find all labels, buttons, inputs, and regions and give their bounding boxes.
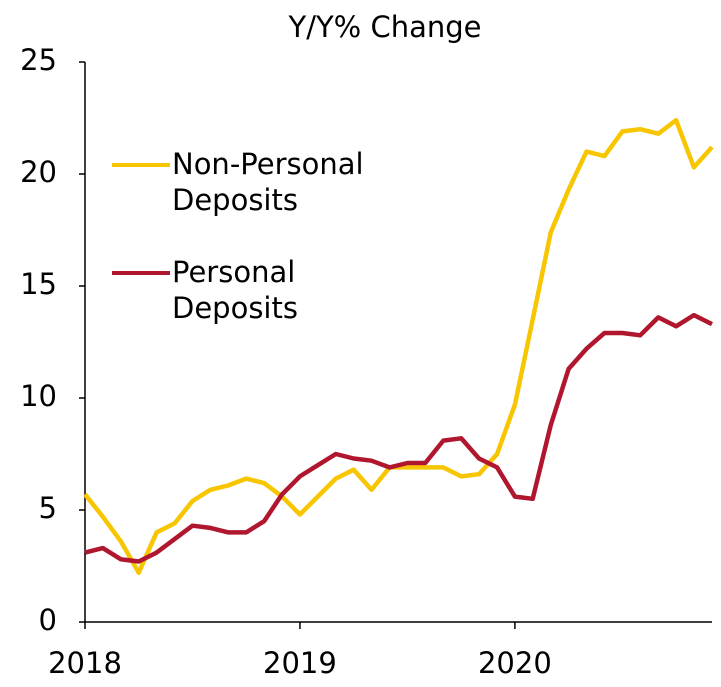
y-tick-label: 20: [20, 155, 57, 189]
legend-item: Personal Deposits: [112, 254, 442, 326]
data-line: [84, 312, 714, 564]
legend-swatch: [112, 271, 170, 275]
y-tick-label: 5: [39, 491, 57, 525]
x-tick-label: 2019: [263, 646, 337, 680]
legend-label: Non-Personal Deposits: [172, 147, 364, 217]
y-tick-label: 25: [20, 43, 57, 77]
chart-title: Y/Y% Change: [287, 10, 481, 44]
y-tick-label: 0: [39, 603, 57, 637]
legend-swatch: [112, 163, 170, 167]
y-tick-label: 10: [20, 379, 57, 413]
legend-item: Non-Personal Deposits: [112, 146, 442, 218]
x-tick-label: 2020: [478, 646, 552, 680]
y-tick-label: 15: [20, 267, 57, 301]
x-tick-label: 2018: [48, 646, 122, 680]
legend-label: Personal Deposits: [172, 255, 298, 325]
